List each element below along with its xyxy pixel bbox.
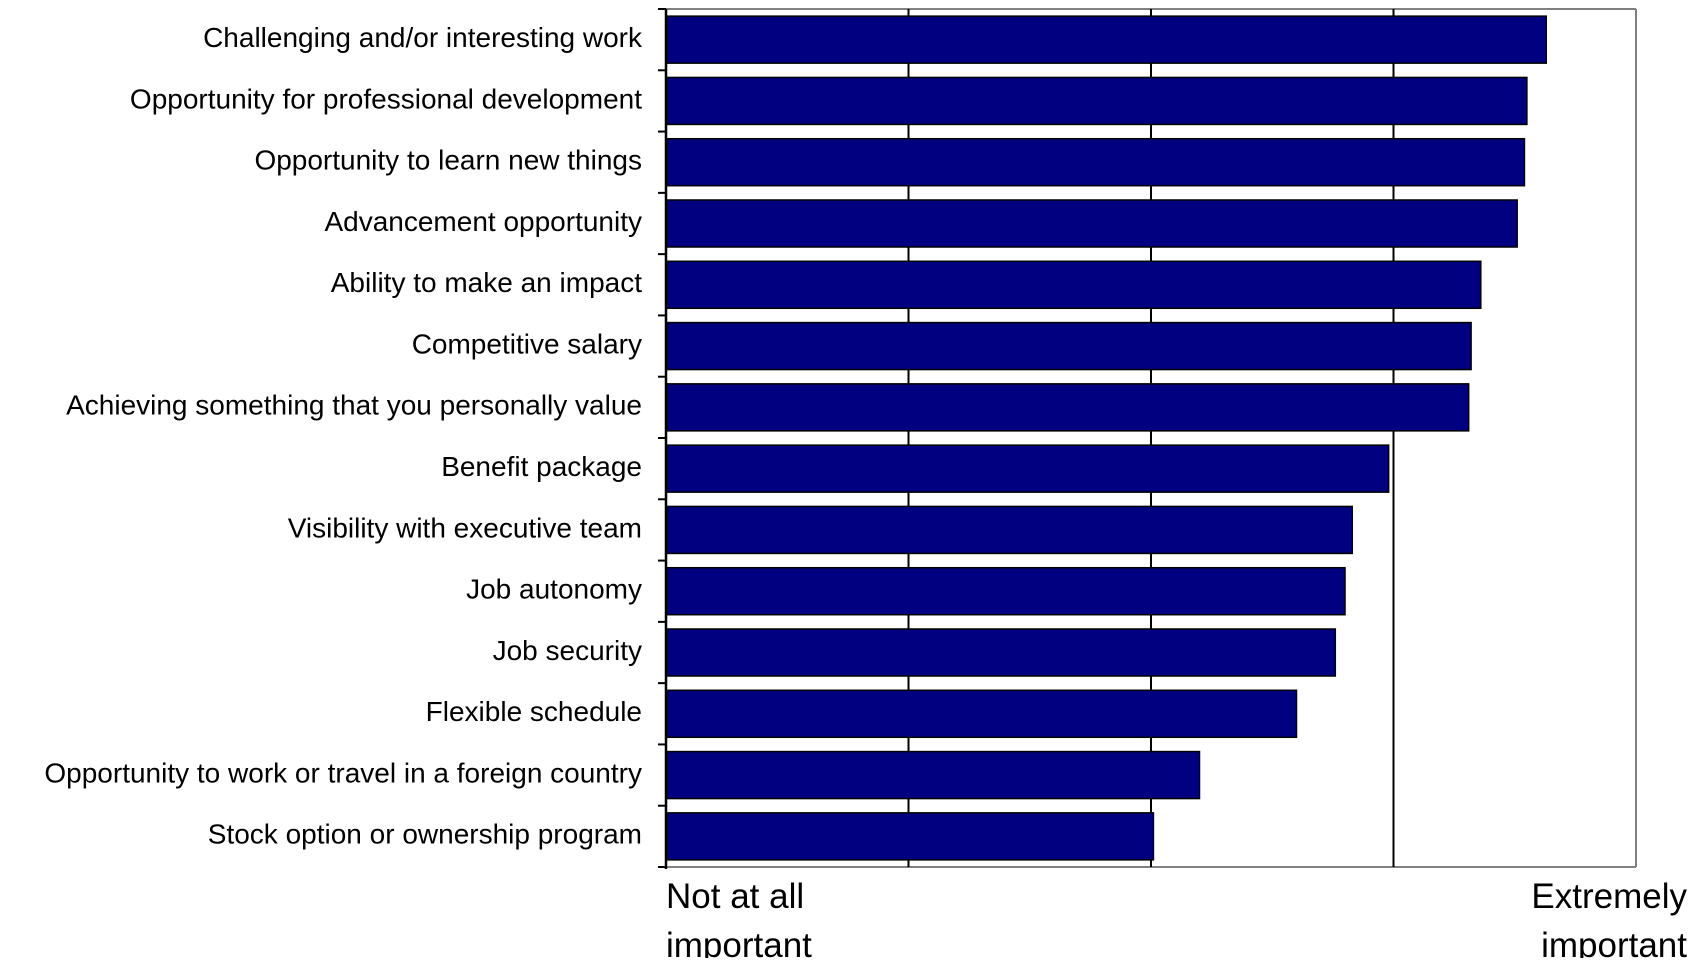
category-label: Benefit package: [441, 451, 642, 482]
label-layer: Challenging and/or interesting work Oppor…: [44, 22, 1687, 963]
category-label: Achieving something that you personally …: [66, 390, 642, 421]
category-label: Challenging and/or interesting work: [203, 22, 643, 53]
category-label: Job security: [493, 635, 642, 666]
bar: [665, 15, 1548, 64]
category-label: Competitive salary: [412, 328, 642, 359]
category-label: Stock option or ownership program: [208, 819, 642, 850]
category-label: Opportunity to work or travel in a forei…: [44, 757, 642, 788]
x-axis-label-low: Not at all important: [666, 877, 812, 958]
bar: [665, 505, 1354, 555]
bar: [665, 750, 1201, 800]
bar: [665, 260, 1482, 310]
category-label: Ability to make an impact: [331, 267, 642, 298]
category-label: Flexible schedule: [426, 696, 642, 727]
bar: [665, 628, 1337, 677]
bar: [665, 199, 1518, 248]
category-label: Advancement opportunity: [324, 206, 642, 237]
bar: [665, 812, 1155, 861]
grid-layer: [666, 8, 1637, 868]
x-axis-label-high: Extremely important: [1531, 877, 1687, 958]
category-label: Opportunity for professional development: [130, 83, 642, 114]
axis-layer: [658, 8, 668, 869]
bar: [665, 444, 1390, 493]
category-label: Opportunity to learn new things: [254, 145, 642, 176]
bar: [665, 137, 1526, 187]
bar: [665, 76, 1528, 126]
bar: [665, 383, 1470, 432]
category-label: Visibility with executive team: [288, 512, 642, 543]
bar: [665, 566, 1346, 616]
bar: [665, 321, 1472, 371]
bar-layer: [665, 15, 1548, 861]
category-label: Job autonomy: [466, 574, 642, 605]
bar: [665, 689, 1298, 739]
